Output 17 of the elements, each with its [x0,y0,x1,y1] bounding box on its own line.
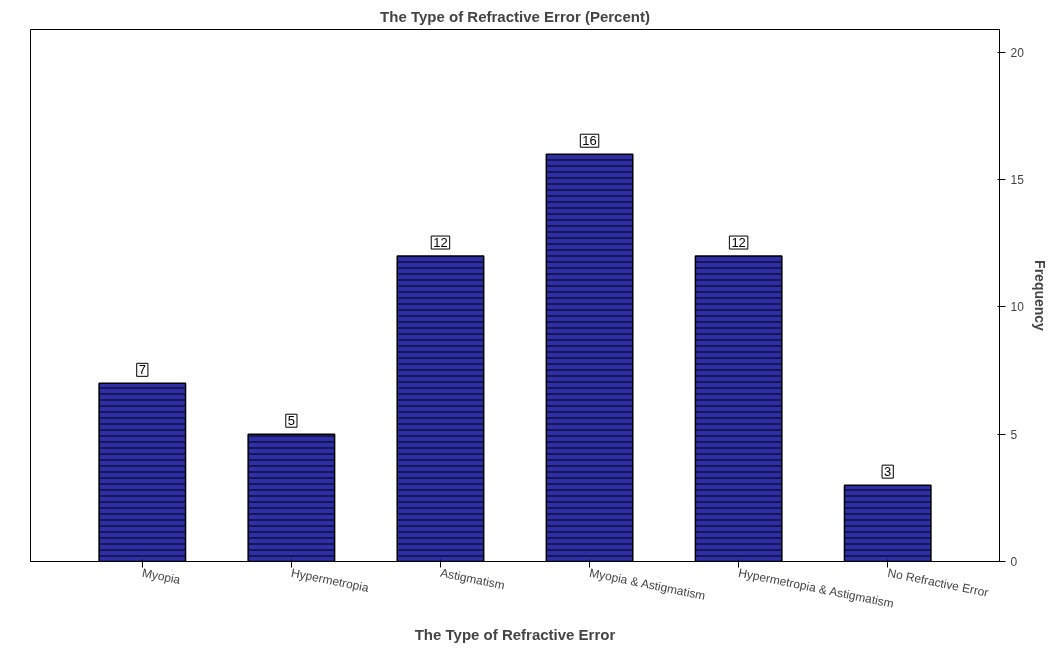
x-axis-title: The Type of Refractive Error [414,625,616,643]
data-label: 5 [287,413,295,429]
data-label: 7 [138,362,146,378]
y-tick-label: 10 [1010,300,1025,315]
data-label: 12 [433,235,448,251]
y-tick-label: 20 [1010,45,1025,60]
chart-title: The Type of Refractive Error (Percent) [380,7,650,25]
data-label: 3 [884,464,892,480]
y-tick-label: 0 [1010,555,1018,569]
x-tick-label: Astigmatism [439,565,506,593]
y-tick-label: 15 [1010,173,1025,188]
data-label: 12 [731,235,746,251]
y-tick-label: 5 [1010,427,1018,442]
x-tick-label: No Refractive Error [886,565,990,600]
x-tick-label: Myopia [140,565,182,588]
data-label: 16 [582,133,597,149]
y-axis-title: Frequency [1031,260,1048,332]
